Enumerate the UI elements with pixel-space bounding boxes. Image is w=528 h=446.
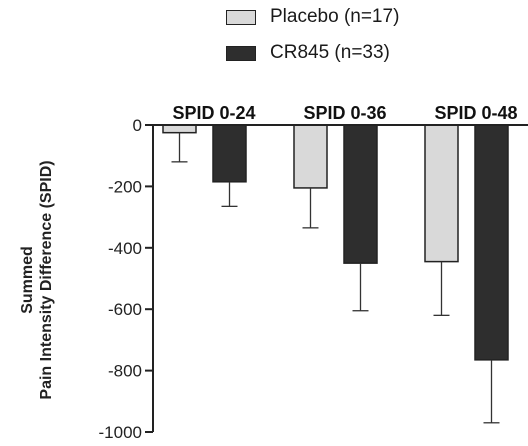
legend-label-cr845: CR845 (n=33) [270, 42, 390, 63]
category-label-2: SPID 0-36 [303, 103, 386, 123]
legend-label-placebo: Placebo (n=17) [270, 6, 400, 27]
legend-swatch-cr845 [226, 45, 256, 61]
bar-cr845-2 [343, 124, 378, 264]
y-tick-label-0: 0 [133, 116, 142, 135]
bar-cr845-3 [474, 124, 509, 361]
y-tick-label--200: -200 [108, 177, 142, 196]
y-tick-label--800: -800 [108, 362, 142, 381]
bar-placebo-3 [424, 124, 459, 263]
bar-placebo-1 [162, 124, 197, 134]
y-tick-label--1000: -1000 [99, 423, 142, 442]
y-tick-label--600: -600 [108, 300, 142, 319]
category-label-1: SPID 0-24 [172, 103, 255, 123]
legend-item-cr845: CR845 (n=33) [226, 40, 390, 66]
category-label-3: SPID 0-48 [434, 103, 517, 123]
bar-placebo-2 [293, 124, 328, 189]
bar-cr845-1 [212, 124, 247, 183]
legend-swatch-placebo [226, 9, 256, 25]
legend-item-placebo: Placebo (n=17) [226, 4, 399, 30]
y-tick-label--400: -400 [108, 239, 142, 258]
